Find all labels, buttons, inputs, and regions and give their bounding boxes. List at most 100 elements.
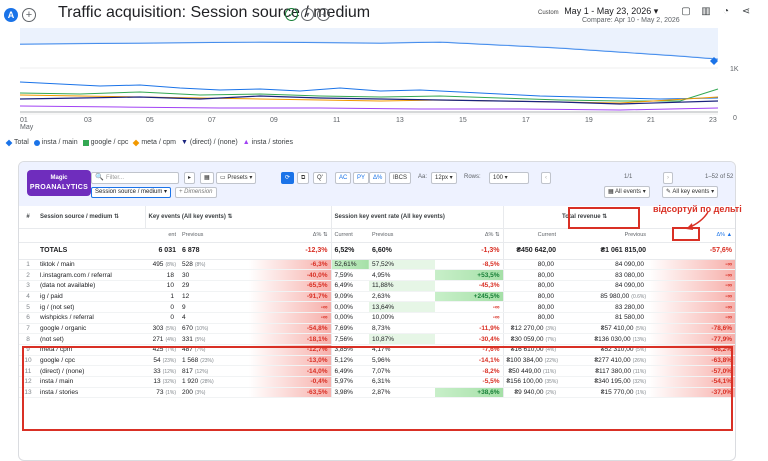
table-row[interactable]: 12 insta / main 13 (32%) 1 920 (28%) -0,4% 5,97… — [19, 376, 735, 388]
table-row[interactable]: 4 ig / paid 1 12 -91,7% 9,09% 2,63% +245,5% 80,0… — [19, 291, 735, 303]
date-range-picker[interactable]: Custom May 1 - May 23, 2026 ▾ — [538, 6, 659, 16]
check-circle-icon[interactable]: ✓ — [285, 8, 298, 21]
col-key-event-rate[interactable]: Session key event rate (All key events) — [330, 206, 504, 229]
presets-button[interactable]: ▭ Presets ▾ — [216, 172, 257, 184]
table-row[interactable]: 9 meta / cpm 425 (7%) 487 (7%) -12,7% 3,85% 4,17… — [19, 344, 735, 356]
legend-item[interactable]: ▼ (direct) / (none) — [180, 139, 238, 146]
marker-total — [710, 57, 718, 65]
table-row[interactable]: 5 ig / (not set) 0 9 -∞ 0,00% 13,64% -∞ 80,00 83 … — [19, 301, 735, 313]
table-row[interactable]: 7 google / organic 303 (5%) 670 (10%) -54,8% 7,… — [19, 323, 735, 335]
col-source[interactable]: Session source / medium ⇅ — [37, 206, 145, 229]
x-tick: 15 — [459, 117, 467, 124]
diamond-icon — [5, 139, 13, 146]
legend-item[interactable]: google / cpc — [82, 139, 128, 146]
refresh-button[interactable]: ⟳ — [281, 172, 295, 184]
series-insta-main — [19, 81, 719, 100]
data-table: # Session source / medium ⇅ Key events (… — [19, 206, 735, 399]
x-tick: 23 — [709, 117, 717, 124]
table-row[interactable]: 8 (not set) 271 (4%) 331 (5%) -18,1% 7,56% 10,87… — [19, 333, 735, 345]
table-row[interactable]: 1 tiktok / main 495 (8%) 528 (8%) -6,3% 52,61% 5… — [19, 259, 735, 271]
series-google-cpc — [19, 88, 719, 102]
calendar-icon[interactable]: ▦ — [200, 172, 214, 184]
chevron-down-icon[interactable]: ▾ — [301, 8, 314, 21]
annotation-text: відсортуй по дельті — [653, 204, 742, 214]
table-row[interactable]: 10 google / cpc 54 (23%) 1 568 (23%) -13,0% 5,1… — [19, 355, 735, 367]
table-row[interactable]: 13 insta / stories 73 (1%) 200 (3%) -63,5% 3,98… — [19, 387, 735, 399]
prev-page-button[interactable]: ‹ — [541, 172, 551, 184]
y-tick: 1K — [730, 66, 739, 73]
table-row[interactable]: 11 (direct) / (none) 33 (12%) 817 (12%) -14,0%… — [19, 365, 735, 378]
next-page-button[interactable]: › — [663, 172, 673, 184]
play-button[interactable]: ▸ — [184, 172, 196, 184]
search-icon: 🔍 — [95, 174, 104, 181]
dimension-select[interactable]: Session source / medium ▾ — [91, 187, 172, 198]
table-row[interactable]: 6 wishpicks / referral 0 4 -∞ 0,00% 10,00% -∞ 80… — [19, 312, 735, 324]
legend-item[interactable]: insta / main — [33, 139, 78, 146]
save-icon[interactable]: ▢ — [681, 6, 691, 17]
add-comparison-button[interactable]: + — [22, 8, 36, 22]
x-tick: 11 — [333, 117, 340, 124]
x-tick: 17 — [522, 117, 530, 124]
quote-button[interactable]: Q' — [313, 172, 327, 184]
report-header: A + Traffic acquisition: Session source … — [0, 0, 768, 28]
series-insta-stories — [19, 105, 719, 111]
calendar-icon: ▦ — [608, 189, 614, 195]
py-toggle[interactable]: PY — [353, 172, 370, 184]
font-size-label: Aa: — [418, 174, 428, 180]
x-tick: 01 — [20, 117, 28, 124]
account-avatar[interactable]: A — [4, 8, 18, 22]
x-tick: 19 — [585, 117, 593, 124]
table-subheader-row: ent Previous Δ% ⇅ Current Previous Δ% ⇅ … — [19, 228, 735, 243]
table-row[interactable]: 2 l.instagram.com / referral 18 30 -40,0% 7,5… — [19, 269, 735, 281]
compare-range: Compare: Apr 10 - May 2, 2026 — [582, 17, 680, 24]
row-range: 1–52 of 52 — [705, 174, 734, 180]
x-tick: 07 — [208, 117, 216, 124]
revenue-delta-sort[interactable]: Δ% ▲ — [649, 228, 735, 243]
legend-item[interactable]: Total — [5, 139, 29, 146]
table-row[interactable]: 3 (data not available) 10 29 -65,5% 6,49% 11,8… — [19, 280, 735, 292]
chevron-down-icon: ▾ — [653, 6, 659, 16]
col-key-events[interactable]: Key events (All key events) ⇅ — [144, 206, 331, 229]
copy-button[interactable]: ⧉ — [297, 172, 310, 184]
legend-item[interactable]: ▲ insta / stories — [242, 139, 293, 146]
pager: 1/1 — [624, 174, 633, 180]
diamond-icon — [132, 139, 140, 146]
filter-input[interactable]: 🔍 Filter... — [91, 172, 179, 184]
font-size-select[interactable]: 12px ▾ — [431, 172, 457, 184]
series-direct — [19, 95, 719, 105]
svg-text:May: May — [20, 124, 34, 131]
add-dimension-button[interactable]: + Dimension — [175, 187, 217, 198]
table-toolbar: Magic PROANALYTICS 🔍 Filter... ▸ ▦ ▭ Pre… — [19, 162, 735, 206]
col-total-revenue[interactable]: Total revenue ⇅ — [559, 206, 735, 229]
ibcs-toggle[interactable]: IBCS — [389, 172, 412, 184]
ac-toggle[interactable]: AC — [335, 172, 352, 184]
triangle-down-icon: ▼ — [180, 139, 188, 146]
app-logo: Magic PROANALYTICS — [27, 170, 91, 196]
all-key-events-select[interactable]: ✎ All key events ▾ — [662, 186, 719, 198]
folder-icon: ▭ — [220, 175, 226, 181]
col-index: # — [19, 206, 37, 229]
series-total-area — [20, 28, 718, 59]
square-icon — [82, 139, 89, 146]
chart-icon[interactable]: ▥ — [701, 6, 711, 17]
annotation-box-delta — [672, 227, 700, 241]
dot-icon — [33, 139, 40, 146]
y-tick: 0 — [733, 115, 737, 122]
x-tick: 09 — [270, 117, 278, 124]
rows-label: Rows: — [464, 174, 481, 180]
annotation-arrow — [686, 211, 709, 230]
delta-toggle[interactable]: Δ% — [369, 172, 387, 184]
legend-item[interactable]: meta / cpm — [132, 139, 176, 146]
x-tick: 03 — [84, 117, 92, 124]
x-tick: 13 — [396, 117, 404, 124]
table-header-row: # Session source / medium ⇅ Key events (… — [19, 206, 735, 229]
share-icon[interactable]: ⋖ — [741, 6, 751, 17]
rows-select[interactable]: 100 ▾ — [489, 172, 529, 184]
annotation-box-total-revenue — [568, 207, 640, 229]
insights-icon[interactable]: ◔ — [722, 6, 730, 17]
all-events-select[interactable]: ▦ All events ▾ — [604, 186, 650, 198]
triangle-up-icon: ▲ — [242, 139, 250, 146]
x-tick: 05 — [146, 117, 154, 124]
add-icon[interactable]: + — [317, 8, 330, 21]
